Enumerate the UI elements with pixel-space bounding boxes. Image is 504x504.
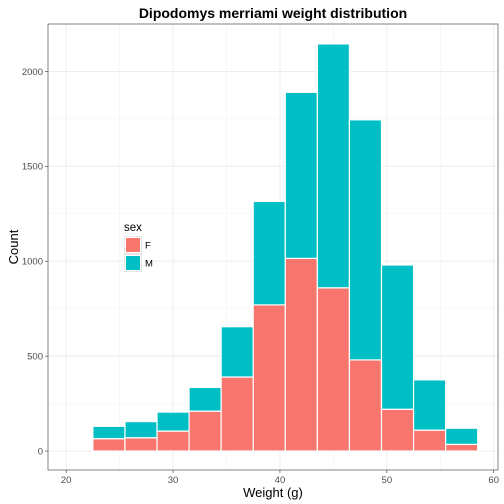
bar-f-bin-24 <box>93 439 125 451</box>
bar-m-bin-30 <box>157 412 189 431</box>
legend-label-m: M <box>145 259 153 270</box>
legend-title: sex <box>124 222 142 234</box>
bar-f-bin-33 <box>189 411 221 451</box>
x-tick-label: 60 <box>488 475 499 486</box>
bar-m-bin-45 <box>317 44 349 288</box>
bar-f-bin-57 <box>446 444 478 451</box>
x-axis-title: Weight (g) <box>243 485 303 500</box>
bar-f-bin-36 <box>221 377 253 451</box>
bar-f-bin-45 <box>317 288 349 451</box>
y-axis-title: Count <box>6 229 21 264</box>
bar-m-bin-57 <box>446 428 478 444</box>
bar-f-bin-30 <box>157 431 189 451</box>
bar-m-bin-48 <box>349 120 381 360</box>
y-tick-label: 2000 <box>22 67 43 78</box>
y-axis-ticks: 0 500 1000 1500 2000 <box>22 67 48 458</box>
bar-f-bin-54 <box>414 430 446 451</box>
x-tick-label: 30 <box>168 475 179 486</box>
x-axis-ticks: 20 30 40 50 60 <box>61 470 499 486</box>
bar-f-bin-42 <box>285 258 317 451</box>
bar-f-bin-48 <box>349 360 381 451</box>
bar-f-bin-27 <box>125 438 157 451</box>
bar-m-bin-27 <box>125 422 157 438</box>
y-tick-label: 500 <box>27 352 43 363</box>
bar-m-bin-54 <box>414 380 446 430</box>
legend-label-f: F <box>145 241 151 252</box>
legend-key-f <box>126 238 140 252</box>
bar-f-bin-39 <box>253 305 285 451</box>
bar-m-bin-24 <box>93 426 125 438</box>
y-tick-label: 0 <box>38 446 43 457</box>
plot-panel <box>48 24 498 470</box>
bar-m-bin-36 <box>221 327 253 377</box>
bar-m-bin-33 <box>189 387 221 411</box>
x-tick-label: 20 <box>61 475 72 486</box>
bar-m-bin-51 <box>381 265 413 409</box>
chart-title: Dipodomys merriami weight distribution <box>139 5 407 21</box>
bar-f-bin-51 <box>381 409 413 451</box>
y-tick-label: 1500 <box>22 162 43 173</box>
x-tick-label: 50 <box>382 475 393 486</box>
bar-m-bin-39 <box>253 201 285 304</box>
y-tick-label: 1000 <box>22 257 43 268</box>
legend-key-m <box>126 256 140 270</box>
bar-m-bin-42 <box>285 92 317 258</box>
